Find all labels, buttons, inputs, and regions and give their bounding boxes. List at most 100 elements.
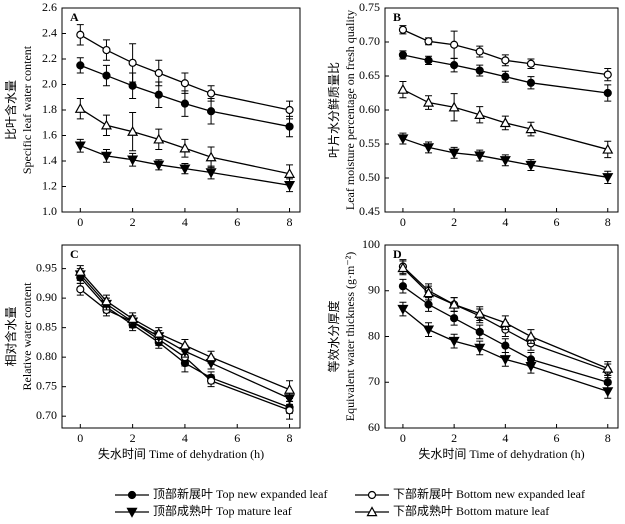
x-tick-label: 2	[130, 431, 136, 445]
point	[423, 287, 435, 298]
legend-label: 下部新展叶 Bottom new expanded leaf	[393, 486, 585, 501]
point	[206, 89, 216, 98]
point	[475, 327, 484, 337]
y-tick-label: 0.75	[36, 378, 57, 392]
point	[100, 119, 112, 130]
x-tick-label: 4	[182, 215, 188, 229]
x-tick-label: 6	[234, 431, 240, 445]
legend-marker	[127, 490, 137, 500]
x-axis-label: 失水时间 Time of dehydration (h)	[98, 446, 264, 461]
y-tick-label: 1.2	[42, 178, 57, 192]
y-tick-label: 90	[368, 283, 380, 297]
x-tick-label: 8	[287, 215, 293, 229]
y-tick-label: 0.45	[359, 204, 380, 218]
point	[450, 314, 459, 323]
point	[205, 151, 217, 162]
point	[76, 61, 85, 70]
point	[179, 164, 191, 175]
panel-label: C	[70, 247, 79, 261]
point	[450, 61, 459, 70]
point	[74, 265, 86, 276]
point	[205, 351, 217, 362]
legend-label: 顶部新展叶 Top new expanded leaf	[153, 486, 327, 501]
point	[525, 362, 537, 372]
point	[205, 168, 217, 179]
y-label-line: Relative water content	[20, 282, 34, 391]
y-label-line: Equivalent water thickness (g·m⁻²)	[343, 252, 357, 422]
point	[423, 96, 435, 107]
y-tick-label: 1.8	[42, 102, 57, 116]
y-tick-label: 2.6	[42, 0, 57, 14]
point	[285, 122, 294, 131]
point	[423, 143, 435, 154]
y-label-line: Leaf moisture percentage on fresh qualit…	[343, 10, 357, 210]
point	[284, 383, 296, 394]
panel-label: D	[393, 247, 402, 261]
point	[397, 134, 409, 145]
y-axis-label: 等效水分厚度 Equivalent water thickness (g·m⁻²)	[326, 252, 357, 422]
point	[603, 70, 612, 79]
y-tick-label: 100	[362, 237, 380, 251]
legend-marker	[126, 507, 138, 518]
y-tick-label: 70	[368, 374, 380, 388]
y-axis-label: 相对含水量 Relative water content	[3, 282, 34, 391]
point	[128, 58, 137, 67]
point	[102, 71, 111, 80]
x-tick-label: 6	[554, 431, 560, 445]
point	[102, 45, 111, 55]
point	[602, 143, 614, 154]
y-tick-label: 1.4	[42, 153, 57, 167]
point	[526, 78, 536, 87]
y-tick-label: 1.6	[42, 127, 57, 141]
y-tick-label: 0.50	[359, 170, 380, 184]
legend-label: 下部成熟叶 Bottom mature leaf	[393, 503, 549, 518]
y-tick-label: 0.70	[36, 408, 57, 422]
plot-frame	[61, 244, 301, 429]
legend-label: 顶部成熟叶 Top mature leaf	[153, 503, 292, 518]
y-tick-label: 0.90	[36, 290, 57, 304]
series-line	[402, 29, 608, 76]
x-tick-label: 2	[130, 215, 136, 229]
point	[153, 160, 165, 171]
point	[154, 68, 163, 78]
point	[398, 50, 408, 60]
y-tick-label: 80	[368, 328, 380, 342]
point	[74, 102, 86, 113]
point	[448, 336, 460, 347]
point	[397, 262, 409, 273]
point	[424, 37, 433, 46]
x-tick-label: 4	[502, 215, 508, 229]
y-label-line: 等效水分厚度	[326, 300, 341, 372]
y-tick-label: 0.60	[359, 102, 380, 116]
x-tick-label: 2	[451, 431, 457, 445]
panel-label: B	[393, 10, 401, 24]
plot-frame	[384, 7, 619, 213]
series-line	[79, 274, 290, 400]
point	[285, 406, 294, 415]
point	[475, 47, 484, 56]
y-tick-label: 0.65	[359, 68, 380, 82]
y-axis-label: 比叶含水量 Specific leaf water content	[3, 45, 34, 174]
point	[525, 160, 537, 171]
point	[448, 298, 460, 309]
y-label-line: Specific leaf water content	[20, 45, 34, 174]
point	[127, 313, 139, 323]
y-tick-label: 0.75	[359, 0, 380, 14]
y-tick-label: 0.55	[359, 136, 380, 150]
point	[448, 148, 460, 159]
x-tick-label: 0	[77, 431, 83, 445]
x-axis-label: 失水时间 Time of dehydration (h)	[418, 446, 584, 461]
point	[154, 90, 163, 99]
point	[448, 101, 460, 112]
point	[602, 362, 614, 373]
x-tick-label: 0	[400, 215, 406, 229]
point	[499, 156, 511, 167]
point	[450, 40, 459, 49]
point	[525, 123, 537, 134]
point	[398, 25, 408, 34]
point	[602, 173, 614, 184]
point	[180, 79, 190, 88]
point	[474, 151, 486, 162]
point	[499, 317, 511, 327]
